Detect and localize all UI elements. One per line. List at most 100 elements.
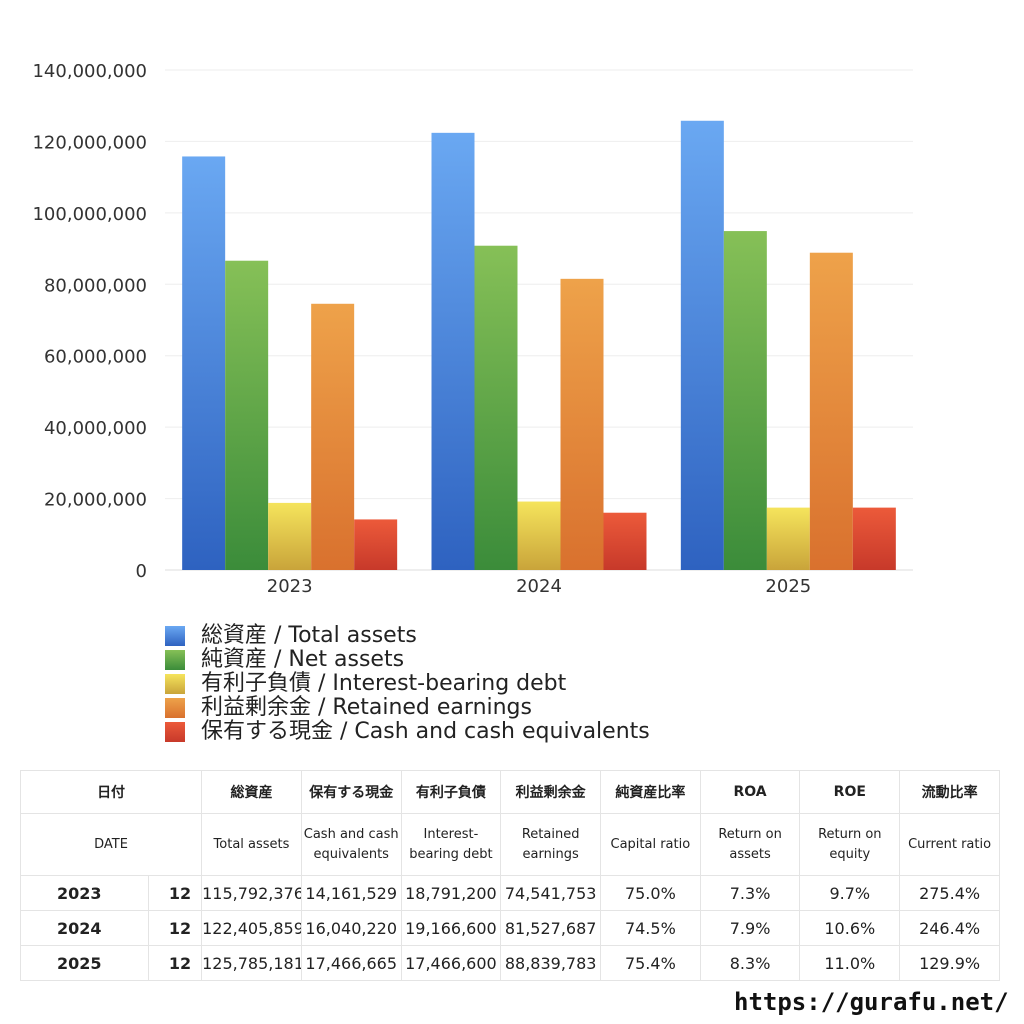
bar [268, 502, 312, 570]
header-cell: 流動比率 [899, 770, 1000, 814]
table-row: 2025 12 125,785,181 17,466,665 17,466,60… [19, 945, 1000, 981]
table-cell: 122,405,859 [201, 910, 302, 946]
header-cell: Cash and cash equivalents [300, 813, 402, 876]
legend-item: 総資産 / Total assets [165, 624, 650, 648]
y-tick-label: 140,000,000 [32, 61, 147, 82]
bar [225, 260, 269, 570]
bar [766, 507, 810, 570]
table-header-jp: 日付 総資産 保有する現金 有利子負債 利益剰余金 純資産比率 ROA ROE … [19, 770, 1000, 814]
y-tick-label: 40,000,000 [44, 418, 147, 439]
bar [517, 501, 561, 570]
legend-swatch [165, 626, 185, 646]
header-cell: 有利子負債 [400, 770, 502, 814]
bars [182, 120, 896, 571]
legend-label: 保有する現金 / Cash and cash equivalents [201, 719, 650, 744]
legend-label: 純資産 / Net assets [201, 647, 405, 672]
header-date-en: DATE [19, 813, 203, 876]
table-cell: 75.0% [600, 875, 701, 911]
table-cell: 115,792,376 [201, 875, 302, 911]
bar [852, 507, 896, 570]
bar [809, 252, 853, 570]
table-cell: 9.7% [799, 875, 901, 911]
table-cell: 125,785,181 [201, 945, 302, 981]
table-cell: 14,161,529 [300, 875, 402, 911]
row-month: 12 [148, 910, 203, 946]
legend-item: 保有する現金 / Cash and cash equivalents [165, 720, 650, 744]
bar [723, 231, 767, 571]
header-cell: Return on assets [699, 813, 801, 876]
row-year: 2024 [19, 910, 150, 946]
bar [311, 303, 355, 570]
x-tick-label: 2025 [765, 576, 811, 597]
header-cell: Capital ratio [600, 813, 701, 876]
header-cell: Current ratio [899, 813, 1000, 876]
legend-label: 利益剰余金 / Retained earnings [201, 695, 532, 720]
bar [560, 278, 604, 570]
legend-label: 総資産 / Total assets [201, 623, 417, 648]
bar [603, 512, 647, 570]
legend: 総資産 / Total assets 純資産 / Net assets 有利子負… [165, 624, 650, 744]
header-cell: 純資産比率 [600, 770, 701, 814]
row-month: 12 [148, 875, 203, 911]
header-cell: ROA [699, 770, 801, 814]
legend-swatch [165, 698, 185, 718]
x-tick-label: 2024 [516, 576, 562, 597]
table-cell: 7.3% [699, 875, 801, 911]
legend-swatch [165, 650, 185, 670]
bar [474, 245, 518, 570]
table-cell: 75.4% [600, 945, 701, 981]
y-tick-label: 100,000,000 [32, 204, 147, 225]
table-cell: 246.4% [899, 910, 1000, 946]
header-date-jp: 日付 [19, 770, 203, 814]
bar [182, 156, 226, 570]
header-cell: Return on equity [799, 813, 901, 876]
header-cell: 保有する現金 [300, 770, 402, 814]
table-cell: 19,166,600 [400, 910, 502, 946]
table-row: 2024 12 122,405,859 16,040,220 19,166,60… [19, 910, 1000, 946]
bar [354, 519, 398, 570]
legend-label: 有利子負債 / Interest-bearing debt [201, 671, 567, 696]
bar [431, 132, 475, 570]
table-cell: 17,466,665 [300, 945, 402, 981]
table-cell: 88,839,783 [500, 945, 601, 981]
table-cell: 10.6% [799, 910, 901, 946]
table-cell: 275.4% [899, 875, 1000, 911]
legend-item: 有利子負債 / Interest-bearing debt [165, 672, 650, 696]
site-url[interactable]: https://gurafu.net/ [734, 988, 1009, 1016]
x-axis-ticks: 2023 2024 2025 [267, 576, 811, 597]
y-tick-label: 0 [136, 561, 147, 582]
gridlines [165, 69, 913, 571]
bar-chart: 0 20,000,000 40,000,000 60,000,000 80,000,00… [32, 61, 913, 597]
legend-swatch [165, 674, 185, 694]
row-year: 2023 [19, 875, 150, 911]
header-cell: Retained earnings [500, 813, 601, 876]
table-row: 2023 12 115,792,376 14,161,529 18,791,20… [19, 875, 1000, 911]
table-cell: 17,466,600 [400, 945, 502, 981]
legend-item: 純資産 / Net assets [165, 648, 650, 672]
table-cell: 18,791,200 [400, 875, 502, 911]
table-header-en: DATE Total assets Cash and cash equivale… [19, 813, 1000, 876]
table-cell: 74,541,753 [500, 875, 601, 911]
y-tick-label: 120,000,000 [32, 132, 147, 153]
table-cell: 11.0% [799, 945, 901, 981]
y-axis-ticks: 0 20,000,000 40,000,000 60,000,000 80,000,00… [32, 61, 147, 582]
row-year: 2025 [19, 945, 150, 981]
y-tick-label: 80,000,000 [44, 275, 147, 296]
y-tick-label: 60,000,000 [44, 347, 147, 368]
table-cell: 81,527,687 [500, 910, 601, 946]
table-cell: 7.9% [699, 910, 801, 946]
header-cell: ROE [799, 770, 901, 814]
table-cell: 16,040,220 [300, 910, 402, 946]
header-cell: 利益剰余金 [500, 770, 601, 814]
x-tick-label: 2023 [267, 576, 313, 597]
header-cell: Interest-bearing debt [400, 813, 502, 876]
bar [680, 120, 724, 570]
row-month: 12 [148, 945, 203, 981]
legend-swatch [165, 722, 185, 742]
table-cell: 129.9% [899, 945, 1000, 981]
header-cell: 総資産 [201, 770, 302, 814]
table-cell: 74.5% [600, 910, 701, 946]
table-cell: 8.3% [699, 945, 801, 981]
legend-item: 利益剰余金 / Retained earnings [165, 696, 650, 720]
header-cell: Total assets [201, 813, 302, 876]
